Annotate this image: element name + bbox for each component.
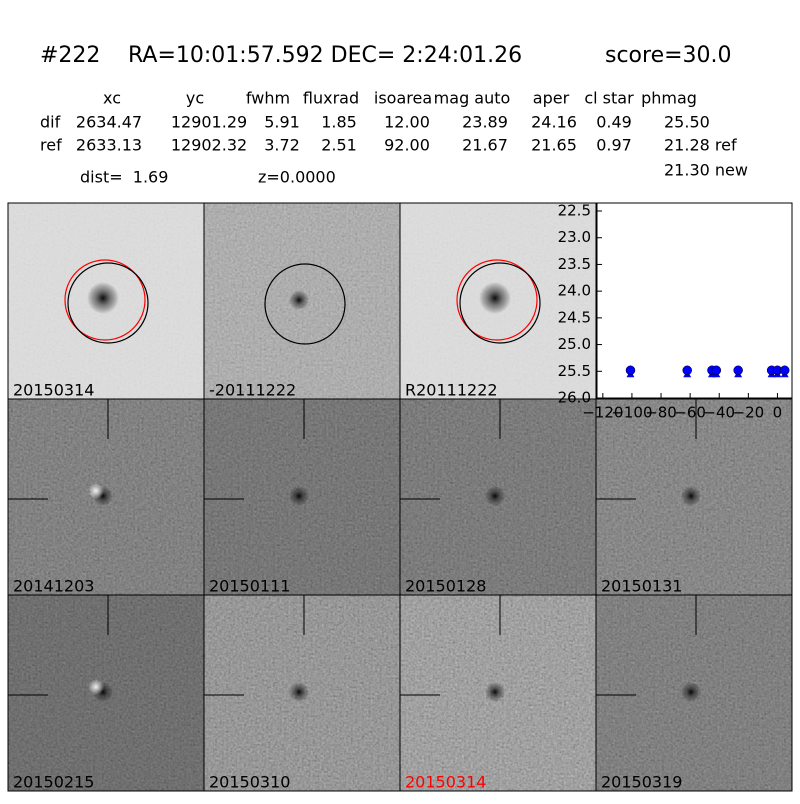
source-blob (681, 682, 701, 702)
cell: 24.16 (531, 113, 577, 132)
column-header: isoarea (374, 89, 432, 108)
y-tick-label: 26.0 (558, 389, 591, 407)
residual (88, 483, 104, 499)
x-tick-label: −80 (645, 404, 677, 422)
y-tick-label: 24.0 (558, 282, 591, 300)
point (733, 365, 743, 376)
source-blob (479, 282, 511, 314)
source-blob (485, 486, 505, 506)
row-label: ref (40, 136, 62, 155)
panel-label: 20150131 (601, 577, 682, 596)
source-blob (485, 682, 505, 702)
y-tick-label: 22.5 (558, 202, 591, 220)
source-blob (87, 282, 119, 314)
x-tick-label: −40 (703, 404, 735, 422)
y-tick-label: 23.0 (558, 228, 591, 246)
column-header: xc (103, 89, 121, 108)
panel-label: 20150314 (405, 773, 486, 792)
column-header: phmag (641, 89, 697, 108)
panel-label: 20150128 (405, 577, 486, 596)
x-tick-label: −120 (582, 404, 623, 422)
cell: 2633.13 (76, 136, 142, 155)
cell: 0.49 (596, 113, 632, 132)
residual (88, 679, 104, 695)
cell: 21.67 (462, 136, 508, 155)
column-header: aper (533, 89, 570, 108)
row-label: dif (40, 113, 61, 132)
aperture-circle (67, 262, 149, 344)
y-tick-label: 23.5 (558, 255, 591, 273)
cell: 2.51 (321, 136, 357, 155)
cell: 5.91 (264, 113, 300, 132)
coordinates: RA=10:01:57.592 DEC= 2:24:01.26 (128, 43, 522, 68)
point (625, 365, 636, 376)
aperture-circle (456, 259, 538, 341)
phmag-new: 21.30 new (664, 161, 748, 180)
cell: 92.00 (384, 136, 430, 155)
aperture-circle (264, 263, 346, 345)
source-blob (681, 486, 701, 506)
image-panels: 20150314 -20111222 R20111222 20141203 201501… (7, 202, 793, 792)
panel-label: -20111222 (209, 381, 296, 400)
panel-label: 20150314 (13, 381, 94, 400)
y-tick-label: 24.5 (558, 308, 591, 326)
cell: 12.00 (384, 113, 430, 132)
cell: 3.72 (264, 136, 300, 155)
cell: 2634.47 (76, 113, 142, 132)
light-curve: 22.5 23.0 23.5 24.0 24.5 25.0 25.5 26.0−120−100… (558, 202, 793, 422)
cell: 21.65 (531, 136, 577, 155)
panel-label: 20141203 (13, 577, 94, 596)
cell: 23.89 (462, 113, 508, 132)
x-tick-label: −60 (674, 404, 706, 422)
cell: 12902.32 (171, 136, 247, 155)
point (711, 365, 722, 376)
x-tick-label: 0 (773, 404, 783, 422)
aperture-circle (459, 262, 541, 344)
redshift: z=0.0000 (258, 168, 336, 187)
point (682, 365, 692, 376)
candidate-id: #222 (40, 43, 100, 68)
score: score=30.0 (605, 43, 732, 68)
x-tick-label: −100 (611, 404, 652, 422)
panel-label: 20150111 (209, 577, 290, 596)
distance: dist= 1.69 (80, 168, 168, 187)
panel-label: R20111222 (405, 381, 498, 400)
aperture-circle (64, 259, 146, 341)
column-header: fwhm (246, 89, 290, 108)
cell: 25.50 (664, 113, 710, 132)
cell: 1.85 (321, 113, 357, 132)
source-blob (289, 682, 309, 702)
source-blob (289, 290, 309, 310)
source-blob (289, 486, 309, 506)
cell: 12901.29 (171, 113, 247, 132)
x-tick-label: −20 (733, 404, 765, 422)
panel-label: 20150319 (601, 773, 682, 792)
column-header: fluxrad (303, 89, 359, 108)
plot-area (596, 202, 793, 399)
stats-table: xc yc fwhm fluxrad isoarea mag auto aper cl sta… (40, 89, 737, 155)
column-header: yc (186, 89, 204, 108)
y-tick-label: 25.5 (558, 362, 591, 380)
y-tick-label: 25.0 (558, 335, 591, 353)
cell: 21.28 ref (664, 136, 737, 155)
panel-label: 20150215 (13, 773, 94, 792)
panel-label: 20150310 (209, 773, 290, 792)
panel-border (595, 594, 793, 792)
column-header: mag auto (434, 89, 511, 108)
column-header: cl star (584, 89, 634, 108)
cell: 0.97 (596, 136, 632, 155)
point (779, 365, 790, 376)
